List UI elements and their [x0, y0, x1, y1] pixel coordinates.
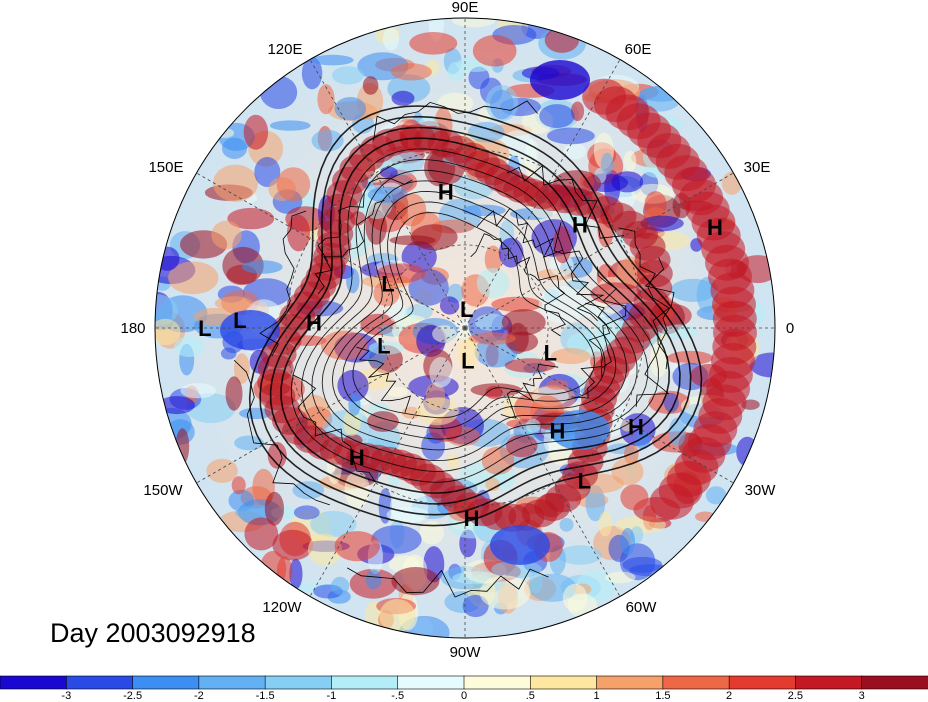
longitude-label: 120W — [262, 599, 302, 616]
colorbar-swatch — [397, 675, 465, 690]
longitude-label: 120E — [267, 41, 302, 58]
high-pressure-marker: H — [572, 213, 588, 238]
colorbar-tick-label: -1.5 — [256, 690, 275, 702]
high-pressure-marker: H — [438, 179, 454, 204]
high-pressure-marker: H — [628, 415, 644, 440]
colorbar-tick-label: .5 — [526, 690, 535, 702]
colorbar-tick-label: 3 — [859, 690, 865, 702]
longitude-label: 150E — [148, 159, 183, 176]
map-border — [154, 17, 776, 639]
colorbar-swatch — [331, 675, 399, 690]
colorbar-swatch — [596, 675, 664, 690]
colorbar-tick-label: -.5 — [391, 690, 404, 702]
longitude-labels: 90E 60E 30E 0 30W 60W 90W 120W 150W 180 150E 120E — [120, 0, 794, 661]
colorbar-swatch — [65, 675, 134, 690]
colorbar-swatch — [861, 675, 928, 690]
colorbar-tick-label: 2 — [726, 690, 732, 702]
high-pressure-marker: H — [349, 445, 365, 470]
map-disc — [155, 18, 775, 638]
low-pressure-marker: L — [461, 349, 474, 374]
low-pressure-marker: L — [460, 297, 473, 322]
longitude-label: 90W — [450, 644, 482, 661]
low-pressure-marker: L — [544, 341, 557, 366]
colorbar: -3 -2.5 -2 -1.5 -1 -.5 0 .5 1 1.5 2 2.5 3 — [0, 675, 928, 702]
colorbar-tick-label: 1 — [594, 690, 600, 702]
colorbar-tick-label: -1 — [327, 690, 337, 702]
colorbar-swatch — [463, 675, 531, 690]
low-pressure-marker: L — [233, 308, 246, 333]
colorbar-swatch — [662, 675, 730, 690]
colorbar-tick-label: -2.5 — [123, 690, 142, 702]
colorbar-swatch — [795, 675, 863, 690]
longitude-label: 0 — [786, 320, 794, 337]
low-pressure-marker: L — [578, 469, 591, 494]
day-title: Day 2003092918 — [50, 618, 256, 648]
low-pressure-marker: L — [377, 333, 390, 358]
longitude-label: 30W — [745, 482, 777, 499]
longitude-label: 30E — [744, 159, 771, 176]
colorbar-swatch — [132, 675, 200, 690]
colorbar-tick-label: 1.5 — [655, 690, 670, 702]
colorbar-swatch — [198, 675, 266, 690]
colorbar-tick-label: -2 — [194, 690, 204, 702]
colorbar-swatch — [529, 675, 598, 690]
high-pressure-marker: H — [464, 506, 480, 531]
colorbar-tick-label: -3 — [61, 690, 71, 702]
high-pressure-marker: H — [549, 419, 565, 444]
high-pressure-marker: H — [306, 311, 322, 336]
low-pressure-marker: L — [381, 272, 394, 297]
colorbar-swatch — [0, 675, 67, 690]
longitude-label: 60E — [625, 41, 652, 58]
longitude-label: 180 — [120, 320, 145, 337]
colorbar-swatch — [264, 675, 333, 690]
colorbar-swatch — [728, 675, 797, 690]
longitude-label: 90E — [452, 0, 479, 16]
colorbar-tick-label: 2.5 — [788, 690, 803, 702]
colorbar-tick-label: 0 — [461, 690, 467, 702]
lat-lon-grid — [155, 18, 775, 638]
longitude-label: 60W — [626, 599, 658, 616]
coastlines — [233, 100, 675, 598]
low-pressure-marker: L — [198, 316, 211, 341]
high-pressure-marker: H — [707, 215, 723, 240]
longitude-label: 150W — [143, 482, 183, 499]
